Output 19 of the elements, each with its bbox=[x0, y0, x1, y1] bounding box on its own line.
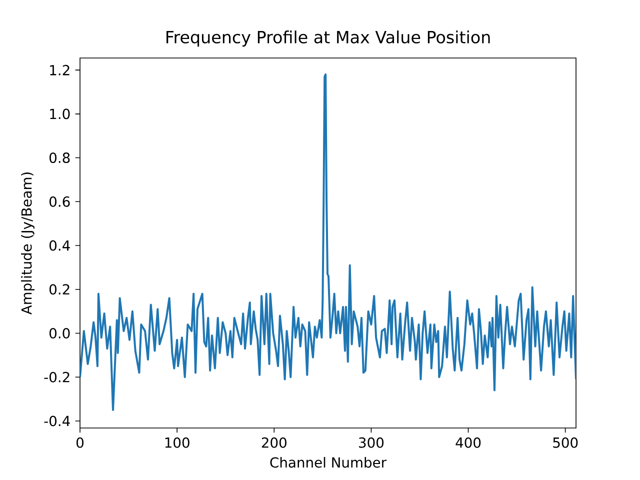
x-tick-label: 100 bbox=[165, 437, 190, 448]
chart-title: Frequency Profile at Max Value Position bbox=[166, 30, 490, 47]
y-tick-label: -0.4 bbox=[44, 416, 70, 426]
x-tick-label: 300 bbox=[359, 437, 384, 448]
line-series bbox=[80, 73, 576, 412]
x-axis-title: Channel Number bbox=[270, 456, 387, 468]
x-tick-label: 500 bbox=[553, 437, 578, 448]
y-tick-label: 0.6 bbox=[50, 196, 70, 207]
y-tick-label: 0.4 bbox=[50, 240, 70, 251]
x-tick-label: 0 bbox=[76, 437, 84, 448]
y-tick-label: -0.2 bbox=[44, 372, 70, 382]
y-tick-label: 0.0 bbox=[50, 328, 70, 338]
y-tick-label: 1.0 bbox=[50, 108, 70, 120]
y-axis-title: Amplitude (Jy/Beam) bbox=[21, 172, 34, 315]
y-tick-label: 1.2 bbox=[50, 64, 70, 76]
x-tick-label: 200 bbox=[262, 437, 286, 448]
y-tick-label: 0.8 bbox=[50, 152, 70, 164]
x-tick-label: 400 bbox=[456, 437, 481, 448]
y-tick-label: 0.2 bbox=[50, 284, 70, 295]
